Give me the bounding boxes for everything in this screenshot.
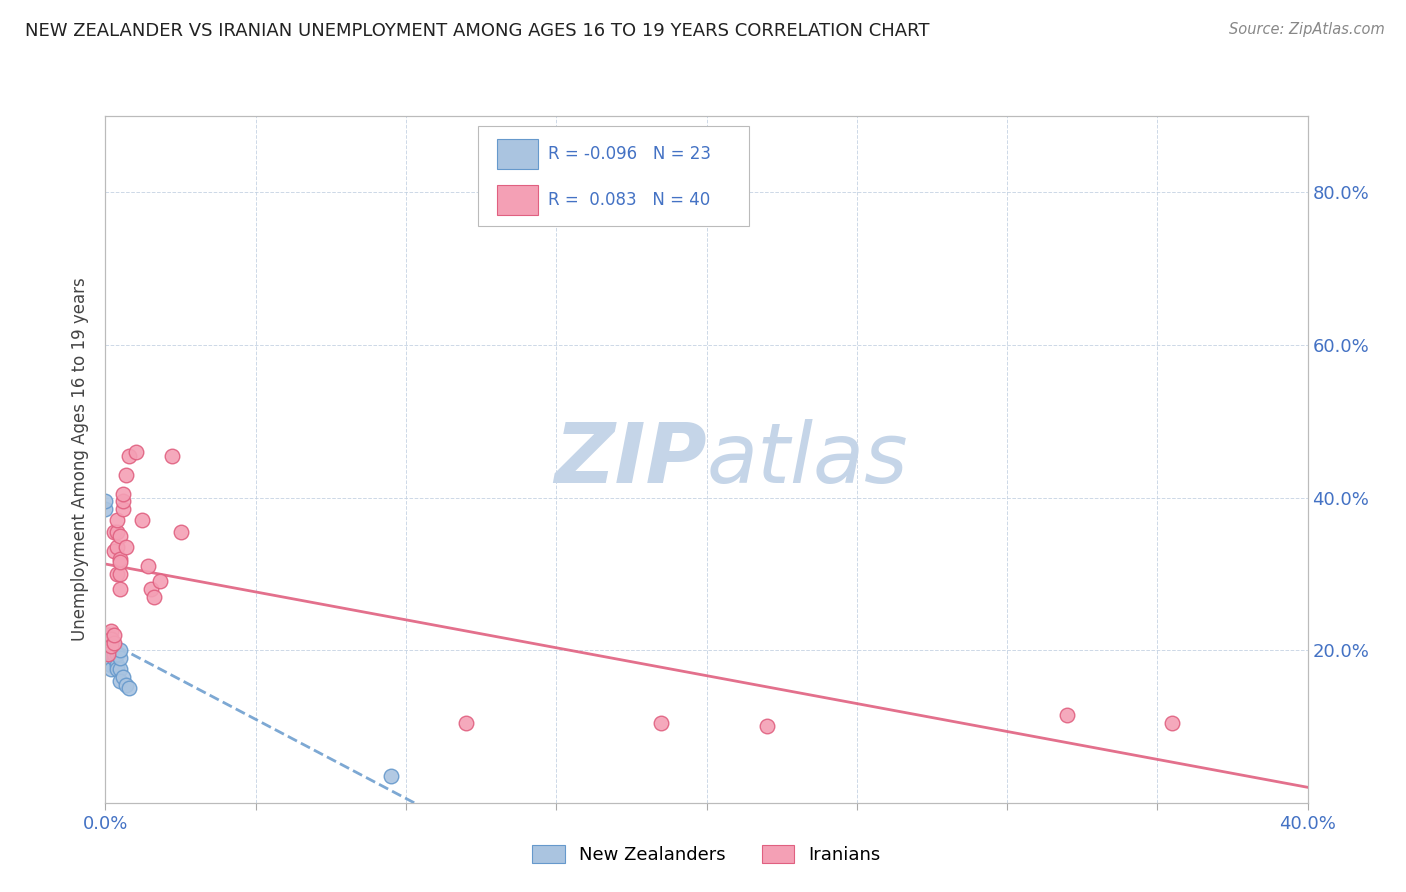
Point: [112, 494, 135, 508]
Point: [100, 632, 122, 646]
FancyBboxPatch shape: [478, 127, 748, 226]
Point: [100, 647, 122, 661]
Point: [100, 640, 122, 654]
Point: [112, 502, 135, 516]
Point: [115, 677, 138, 691]
Point: [169, 524, 191, 539]
Point: [110, 650, 132, 665]
Point: [100, 632, 122, 646]
Point: [110, 643, 132, 657]
Point: [107, 566, 129, 581]
Point: [103, 628, 125, 642]
Point: [124, 444, 146, 458]
FancyBboxPatch shape: [498, 138, 538, 169]
Point: [100, 632, 122, 646]
Point: [380, 769, 402, 783]
Point: [97, 647, 120, 661]
Legend: New Zealanders, Iranians: New Zealanders, Iranians: [524, 838, 889, 871]
Point: [110, 529, 132, 543]
Point: [1161, 715, 1184, 730]
Point: [97, 632, 120, 646]
Point: [107, 524, 129, 539]
Text: Source: ZipAtlas.com: Source: ZipAtlas.com: [1229, 22, 1385, 37]
Point: [94, 494, 117, 508]
Point: [110, 662, 132, 676]
Point: [100, 658, 122, 673]
Point: [103, 524, 125, 539]
Point: [103, 647, 125, 661]
Point: [110, 673, 132, 688]
Point: [115, 467, 138, 482]
Point: [110, 551, 132, 566]
Point: [110, 582, 132, 596]
Point: [112, 670, 135, 684]
Point: [650, 715, 672, 730]
Point: [136, 559, 159, 574]
Text: atlas: atlas: [707, 419, 908, 500]
Point: [97, 643, 120, 657]
Point: [454, 715, 477, 730]
Point: [755, 719, 778, 733]
Point: [115, 540, 138, 554]
Point: [103, 640, 125, 654]
Point: [160, 449, 183, 463]
Point: [97, 628, 120, 642]
Point: [94, 502, 117, 516]
Point: [118, 449, 141, 463]
Point: [103, 635, 125, 649]
Point: [103, 544, 125, 558]
Point: [110, 555, 132, 570]
Point: [107, 658, 129, 673]
Text: ZIP: ZIP: [554, 419, 707, 500]
FancyBboxPatch shape: [498, 185, 538, 215]
Point: [107, 513, 129, 527]
Point: [112, 487, 135, 501]
Text: R = -0.096   N = 23: R = -0.096 N = 23: [548, 145, 711, 162]
Point: [107, 540, 129, 554]
Point: [118, 681, 141, 696]
Point: [97, 628, 120, 642]
Text: NEW ZEALANDER VS IRANIAN UNEMPLOYMENT AMONG AGES 16 TO 19 YEARS CORRELATION CHAR: NEW ZEALANDER VS IRANIAN UNEMPLOYMENT AM…: [25, 22, 929, 40]
Point: [148, 574, 170, 589]
Point: [97, 635, 120, 649]
Point: [107, 647, 129, 661]
Point: [110, 566, 132, 581]
Point: [139, 582, 162, 596]
Y-axis label: Unemployment Among Ages 16 to 19 years: Unemployment Among Ages 16 to 19 years: [72, 277, 90, 641]
Point: [100, 662, 122, 676]
Point: [107, 662, 129, 676]
Point: [100, 624, 122, 639]
Text: R =  0.083   N = 40: R = 0.083 N = 40: [548, 191, 710, 209]
Point: [1056, 708, 1078, 723]
Point: [103, 650, 125, 665]
Point: [94, 632, 117, 646]
Point: [131, 513, 153, 527]
Point: [142, 590, 165, 604]
